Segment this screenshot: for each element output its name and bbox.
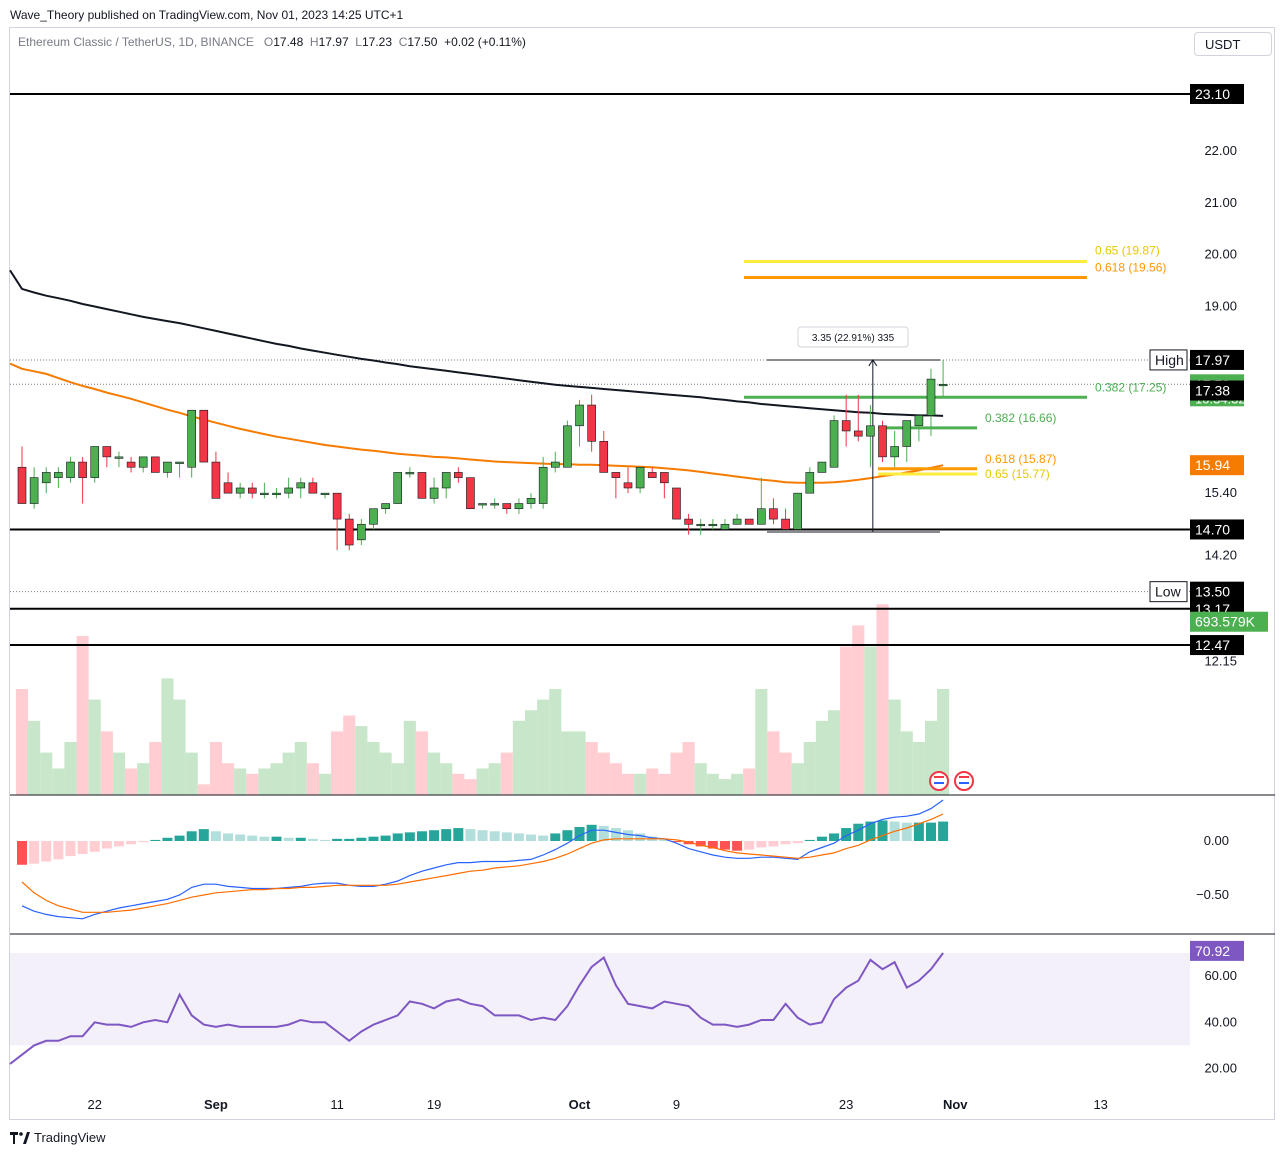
low-label: L <box>355 35 362 49</box>
publisher-credit: Wave_Theory published on TradingView.com… <box>10 8 404 22</box>
symbol-legend: Ethereum Classic / TetherUS, 1D, BINANCE… <box>18 35 526 49</box>
symbol-name: Ethereum Classic / TetherUS, 1D, BINANCE <box>18 35 254 49</box>
low-value: 17.23 <box>361 35 393 49</box>
tradingview-logo-icon <box>10 1131 30 1144</box>
high-label: H <box>309 35 319 49</box>
footer: TradingView <box>10 1130 106 1145</box>
open-value: 17.48 <box>273 35 304 49</box>
footer-brand: TradingView <box>34 1130 106 1145</box>
close-value: 17.50 <box>407 35 438 49</box>
currency-selector[interactable]: USDT <box>1194 32 1272 56</box>
chart-frame <box>9 27 1275 1120</box>
open-label: O <box>263 35 274 49</box>
close-label: C <box>398 35 408 49</box>
change-value: +0.02 (+0.11%) <box>444 35 526 49</box>
high-value: 17.97 <box>318 35 349 49</box>
